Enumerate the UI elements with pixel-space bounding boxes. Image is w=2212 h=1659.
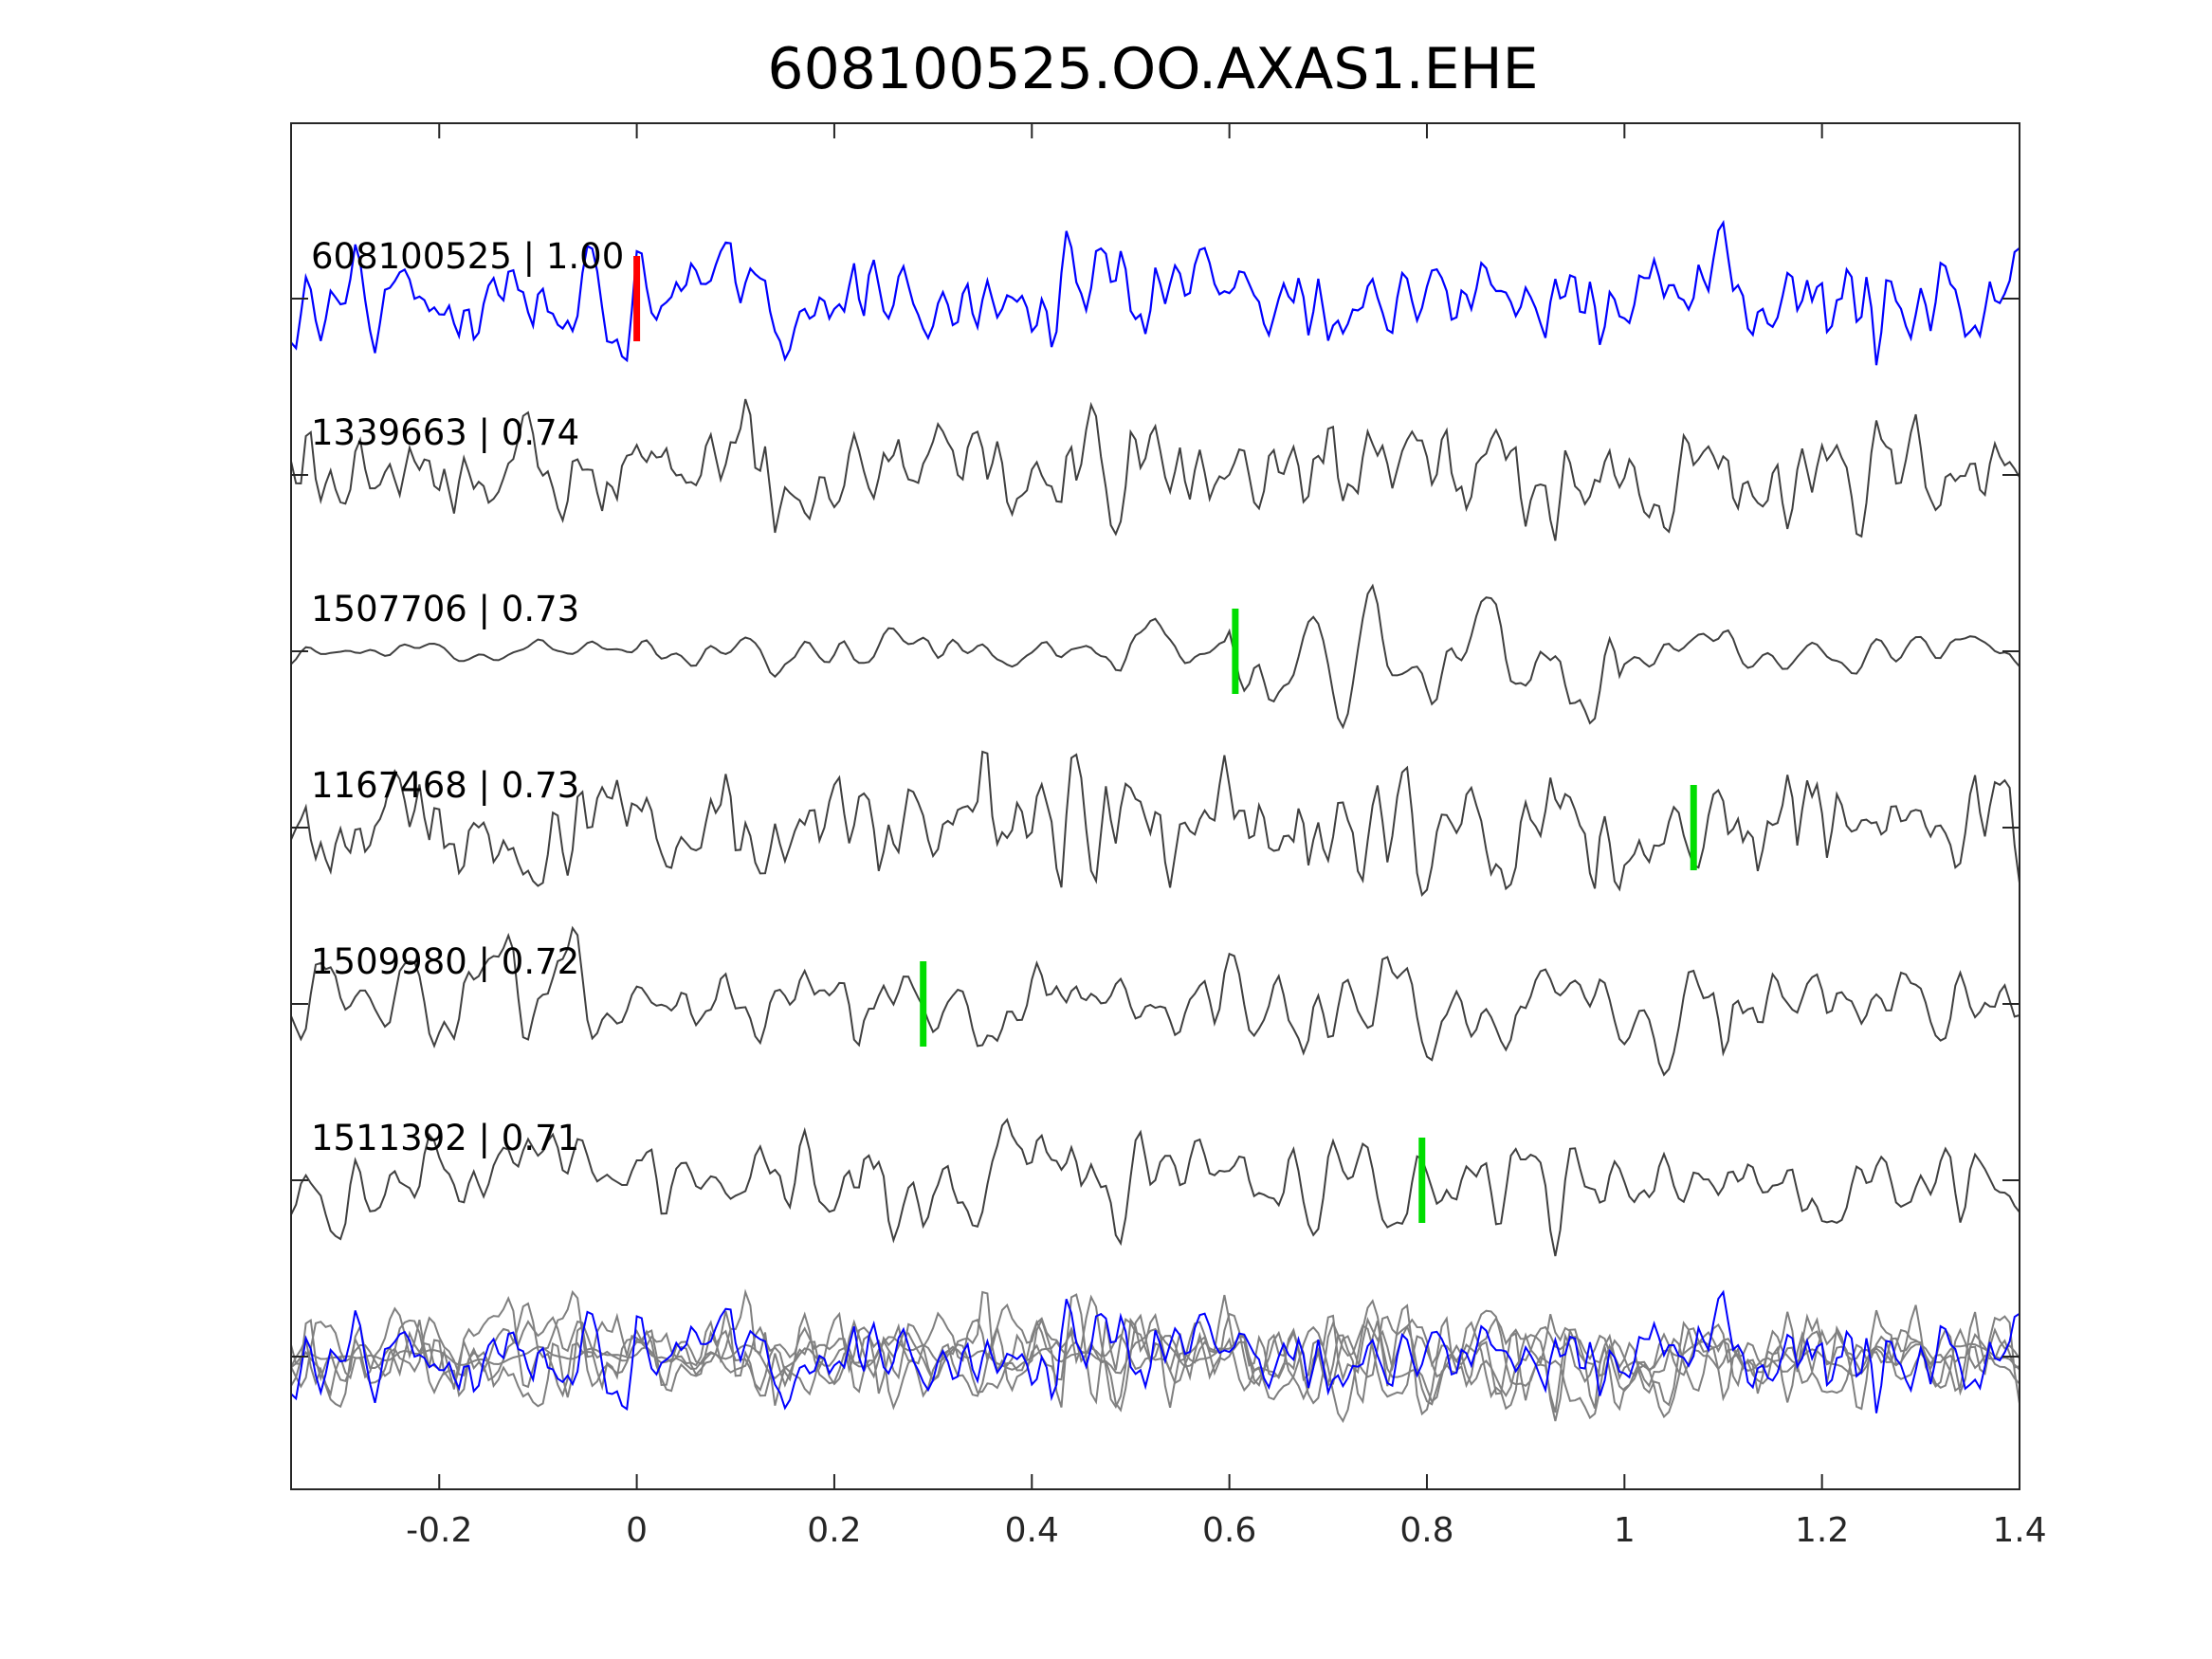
trace-label: 1339663 | 0.74 <box>311 412 579 453</box>
stack-trace-1167468 <box>290 1290 2020 1416</box>
x-tick-label: 1 <box>1614 1511 1636 1550</box>
waveform-line <box>290 219 2020 366</box>
waveform-line <box>290 1118 2020 1257</box>
x-tick-label: 0.8 <box>1399 1511 1453 1550</box>
trace-label: 1507706 | 0.73 <box>311 589 579 629</box>
chart-title: 608100525.OO.AXAS1.EHE <box>767 36 1538 102</box>
stack-overlay <box>290 1288 2020 1424</box>
x-tick-label: 0 <box>626 1511 648 1550</box>
x-tick-label: 0.2 <box>807 1511 861 1550</box>
trace-1339663: 1339663 | 0.74 <box>290 398 2020 541</box>
x-axis: -0.2 0 0.2 0.4 0.6 0.8 1 1.2 1.4 <box>406 123 2047 1550</box>
y-ticks <box>291 298 2020 1358</box>
x-tick-label: 0.6 <box>1202 1511 1256 1550</box>
trace-label: 1511392 | 0.71 <box>311 1118 579 1158</box>
trace-1509980: 1509980 | 0.72 <box>290 925 2020 1077</box>
waveform-line <box>290 583 2020 730</box>
x-tick-label: 1.2 <box>1795 1511 1849 1550</box>
stack-trace-608100525 <box>290 1289 2020 1413</box>
waveform-line <box>290 925 2020 1077</box>
x-tick-label: 0.4 <box>1005 1511 1059 1550</box>
plot-frame <box>290 122 2020 1490</box>
waveform-line <box>290 398 2020 541</box>
x-tick-label: -0.2 <box>406 1511 472 1550</box>
trace-1167468: 1167468 | 0.73 <box>290 750 2020 898</box>
stack-trace-1511392 <box>290 1303 2020 1422</box>
trace-label: 1167468 | 0.73 <box>311 765 579 806</box>
x-tick-label: 1.4 <box>1992 1511 2046 1550</box>
trace-1507706: 1507706 | 0.73 <box>290 583 2020 730</box>
trace-608100525: 608100525 | 1.00 <box>290 219 2020 366</box>
traces-layer: 608100525 | 1.00 1339663 | 0.74 1507706 | … <box>290 219 2020 1424</box>
stack-trace-1509980 <box>290 1289 2020 1419</box>
trace-label: 1509980 | 0.72 <box>311 941 579 982</box>
trace-1511392: 1511392 | 0.71 <box>290 1118 2020 1257</box>
trace-label: 608100525 | 1.00 <box>311 236 624 277</box>
waveform-line <box>290 750 2020 898</box>
